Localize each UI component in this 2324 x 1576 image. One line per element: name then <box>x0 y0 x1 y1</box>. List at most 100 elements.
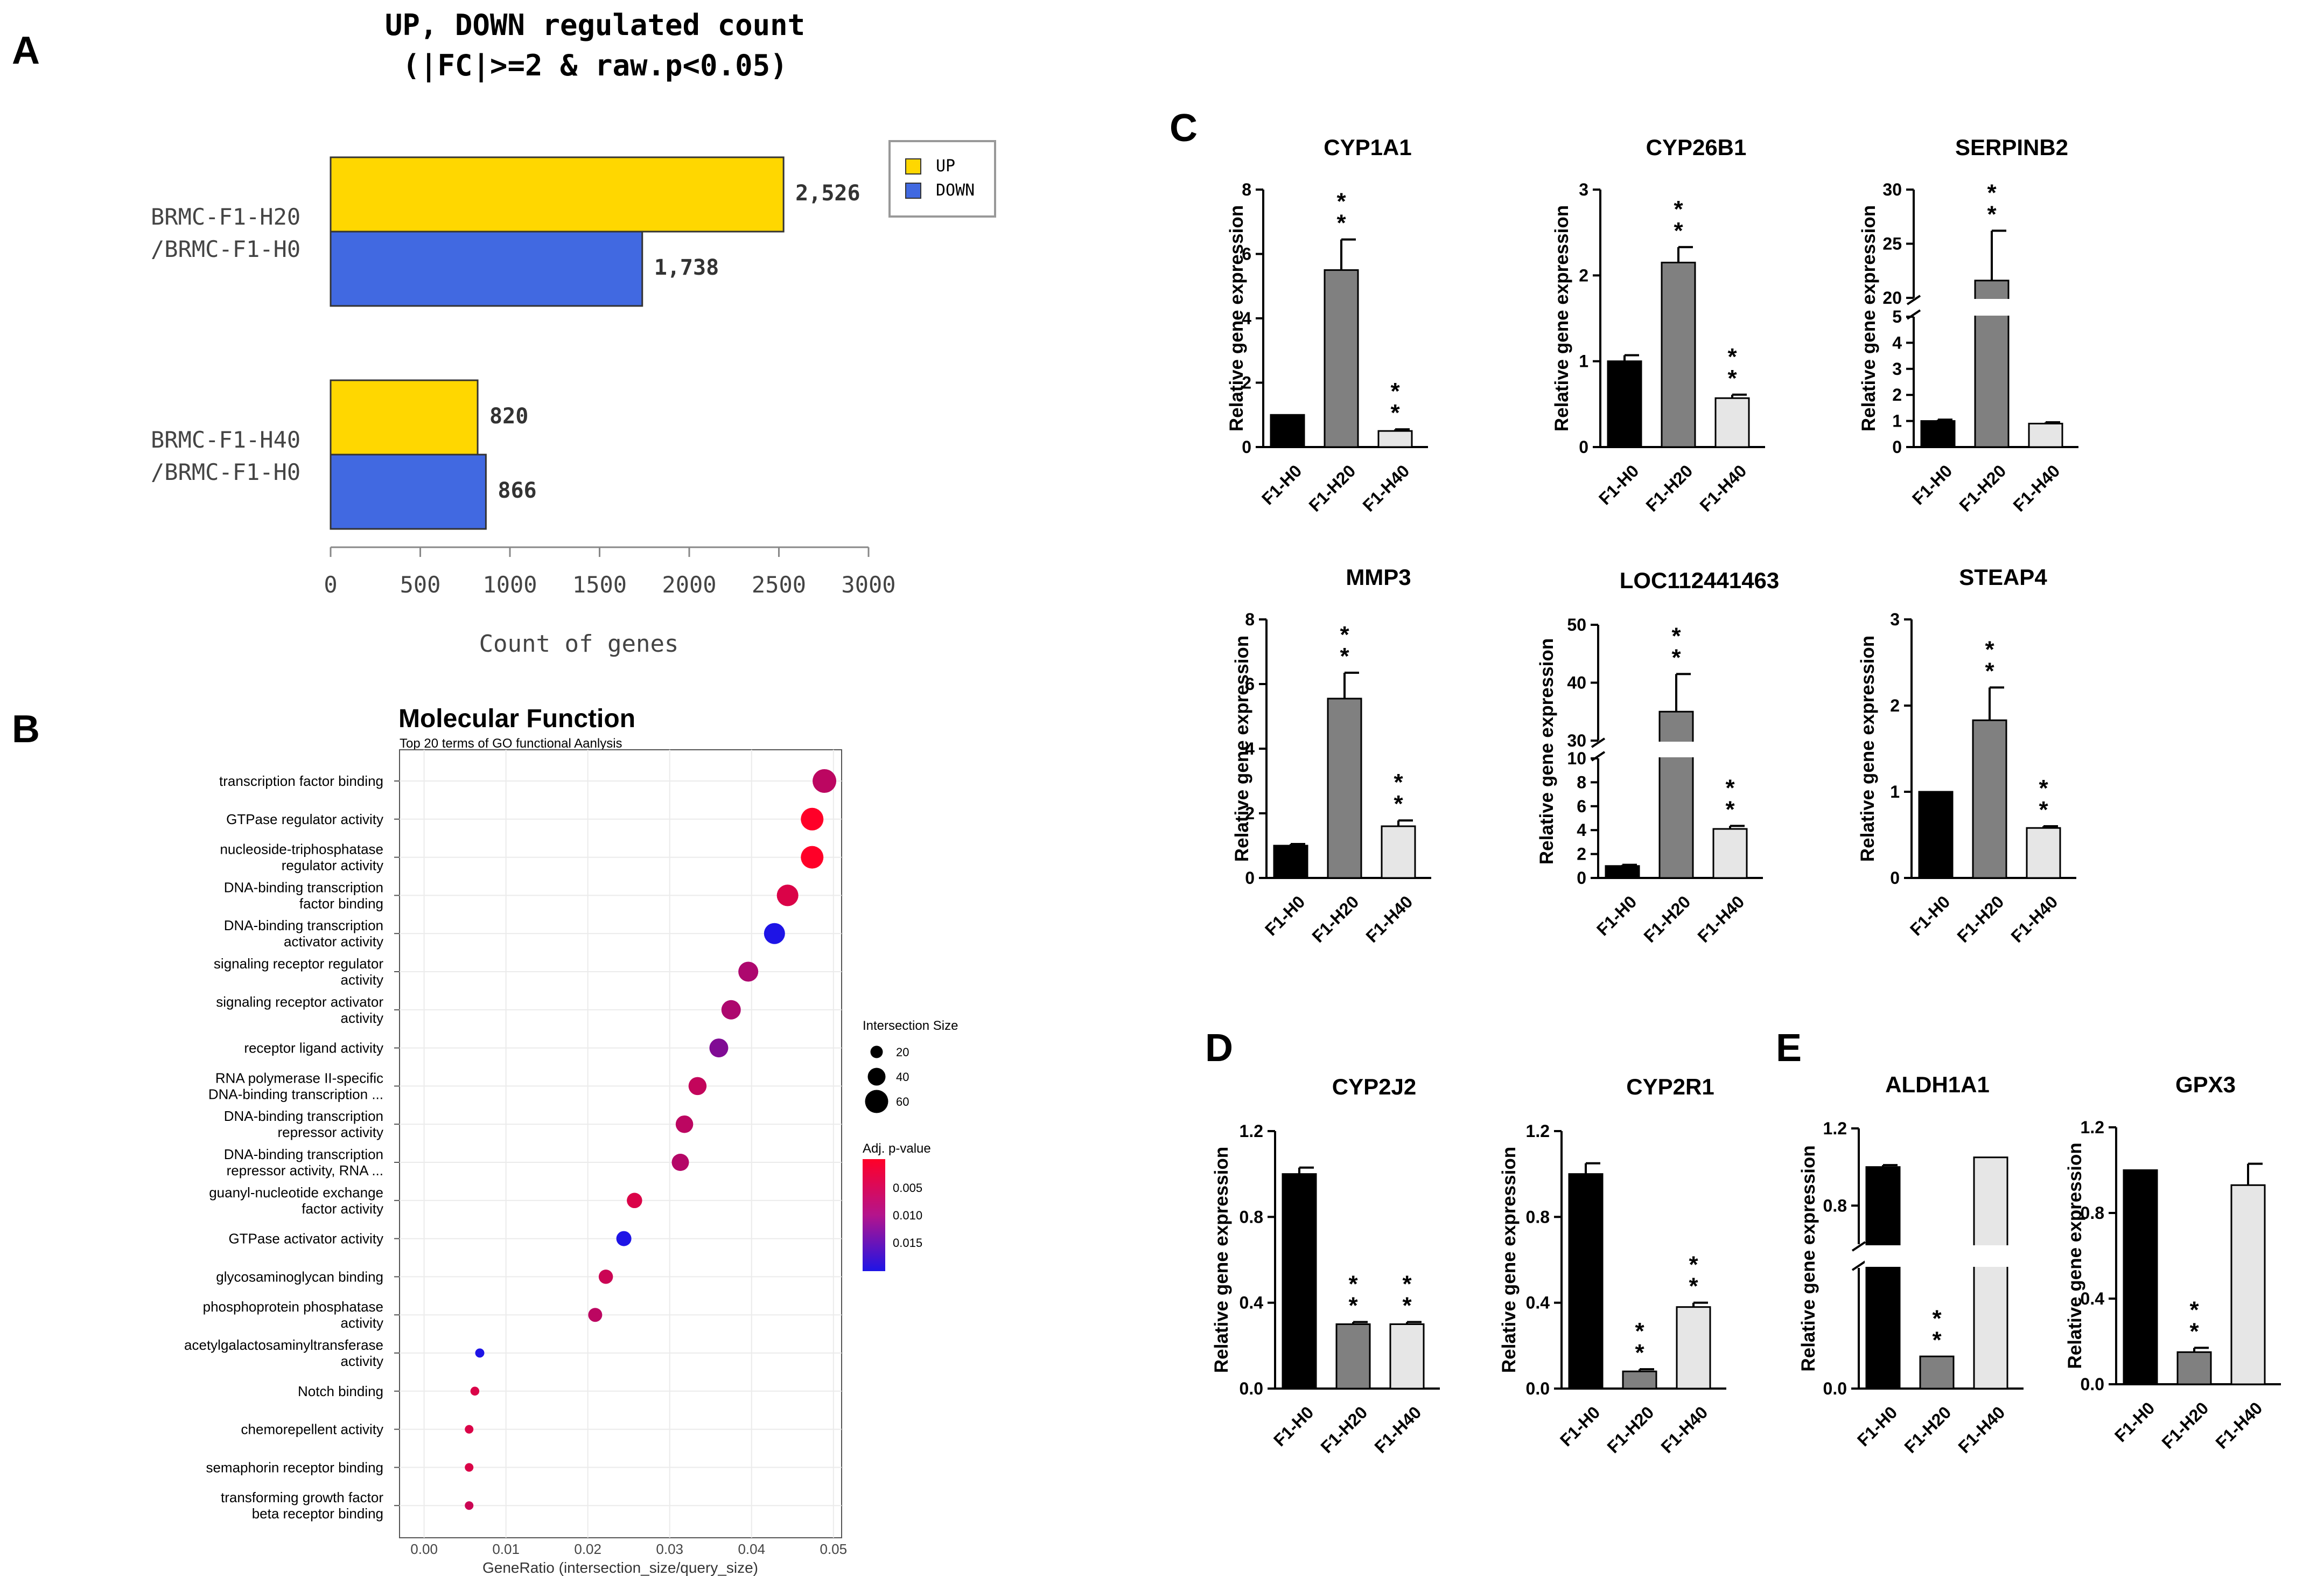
bar-F1-H0 <box>1607 360 1642 448</box>
x-tick-label: 1500 <box>572 571 627 598</box>
chart-title: CYP2J2 <box>1332 1074 1416 1099</box>
y-tick-label: 2 <box>1579 266 1588 285</box>
chart-b: Molecular Function Top 20 terms of GO fun… <box>184 705 958 1576</box>
term-label: DNA-binding transcription <box>224 879 383 895</box>
term-label: DNA-binding transcription <box>224 1146 383 1162</box>
x-tick-label: F1-H20 <box>1317 1403 1371 1457</box>
significance-mark: * <box>1635 1340 1644 1366</box>
group-label-line2-1: /BRMC-F1-H0 <box>151 459 300 485</box>
x-tick-label: F1-H20 <box>1642 461 1696 515</box>
bar-F1-H0 <box>1918 791 1954 879</box>
significance-mark: * <box>1340 622 1349 648</box>
chart-title: GPX3 <box>2175 1072 2236 1097</box>
y-axis-title: Relative gene expression <box>1798 1145 1819 1371</box>
x-tick-label: F1-H0 <box>1261 892 1308 939</box>
term-label: glycosaminoglycan binding <box>216 1268 383 1285</box>
size-legend-dot <box>867 1068 886 1086</box>
term-label: activity <box>341 1010 383 1026</box>
significance-mark: * <box>1348 1293 1358 1319</box>
x-tick-label: F1-H0 <box>1853 1403 1901 1450</box>
significance-mark: * <box>1725 796 1735 822</box>
size-legend-dot <box>865 1090 888 1113</box>
term-label: GTPase activator activity <box>228 1231 383 1247</box>
term-label: transcription factor binding <box>219 773 383 789</box>
y-tick-label: 1.2 <box>1526 1121 1550 1141</box>
y-tick-label: 1 <box>1890 782 1900 801</box>
y-tick-label: 40 <box>1567 673 1586 693</box>
y-tick-label: 30 <box>1567 731 1586 750</box>
bar-up-0 <box>330 156 785 233</box>
significance-mark: * <box>1727 344 1737 370</box>
chart-D1: CYP2J2 Relative gene expression 0.0 0.4 0.8 1… <box>1211 1074 1440 1457</box>
x-tick-label: F1-H40 <box>2009 461 2063 515</box>
term-label: beta receptor binding <box>252 1505 383 1522</box>
y-tick-label: 0.8 <box>1823 1196 1847 1215</box>
size-legend-label: 20 <box>896 1045 909 1059</box>
significance-mark: * <box>1932 1305 1942 1331</box>
bar-F1-H40 <box>2026 827 2061 879</box>
chart-D2: CYP2R1 Relative gene expression 0.0 0.4 0.8 1… <box>1499 1074 1726 1457</box>
y-tick-label: 8 <box>1245 610 1255 629</box>
y-tick-label: 6 <box>1245 674 1255 694</box>
term-label: nucleoside-triphosphatase <box>220 841 383 857</box>
significance-mark: * <box>1932 1327 1942 1353</box>
bar-F1-H0 <box>1568 1173 1604 1390</box>
bar-F1-H20 <box>1335 1323 1371 1390</box>
term-label: signaling receptor activator <box>216 994 383 1010</box>
y-tick-label: 6 <box>1577 797 1586 816</box>
panel-label-B: B <box>12 708 40 751</box>
x-tick-label: F1-H20 <box>1308 892 1362 946</box>
bar-F1-H0 <box>1282 1173 1317 1390</box>
x-tick-label: F1-H0 <box>1595 461 1642 508</box>
term-label: receptor ligand activity <box>244 1040 383 1056</box>
legend-box <box>888 140 996 218</box>
go-term-dot <box>776 884 799 906</box>
x-tick-label: 2000 <box>662 571 716 598</box>
y-tick-label: 1 <box>1892 412 1902 431</box>
chart-a: UP, DOWN regulated count (|FC|>=2 & raw.p… <box>151 8 996 658</box>
y-tick-label: 0.8 <box>1526 1207 1550 1226</box>
term-label: activity <box>341 1315 383 1331</box>
x-axis-title: Count of genes <box>479 630 679 658</box>
size-legend-dot <box>870 1045 883 1058</box>
chart-a-subtitle: (|FC|>=2 & raw.p<0.05) <box>402 48 787 82</box>
x-tick-label: F1-H20 <box>1900 1403 1955 1457</box>
chart-a-title: UP, DOWN regulated count <box>385 8 805 42</box>
term-label: signaling receptor regulator <box>214 956 383 972</box>
significance-mark: * <box>1394 791 1403 817</box>
significance-mark: * <box>1390 400 1400 426</box>
significance-mark: * <box>2189 1318 2199 1344</box>
panel-label-A: A <box>12 29 40 72</box>
significance-mark: * <box>1348 1271 1358 1298</box>
term-label: repressor activity <box>278 1124 384 1140</box>
chart-title: STEAP4 <box>1959 564 2047 590</box>
x-tick-label: F1-H40 <box>2211 1398 2266 1453</box>
significance-mark: * <box>1671 623 1681 649</box>
term-label: DNA-binding transcription <box>224 1108 383 1124</box>
significance-mark: * <box>1985 636 1994 663</box>
y-tick-label: 3 <box>1892 359 1902 379</box>
x-tick-label: 0.03 <box>656 1541 683 1557</box>
x-tick-label: F1-H0 <box>1258 461 1305 508</box>
y-tick-label: 0.0 <box>1526 1379 1550 1398</box>
x-tick-label: F1-H0 <box>1270 1403 1317 1450</box>
panel-label-C: C <box>1170 107 1198 150</box>
y-tick-label: 1 <box>1579 352 1588 371</box>
go-term-dot <box>764 923 785 944</box>
x-tick-label: F1-H40 <box>1693 892 1748 946</box>
bar-F1-H20 <box>1919 1355 1955 1390</box>
term-label: chemorepellent activity <box>241 1421 383 1438</box>
significance-mark: * <box>1390 378 1400 405</box>
y-tick-label: 2 <box>1892 385 1902 405</box>
significance-mark: * <box>1987 179 1997 206</box>
chart-b-subtitle: Top 20 terms of GO functional Aanlysis <box>400 736 622 751</box>
term-label: DNA-binding transcription ... <box>208 1086 383 1102</box>
x-tick-label: F1-H40 <box>1954 1403 2008 1457</box>
y-axis-title: Relative gene expression <box>1226 205 1247 431</box>
bar-F1-H40 <box>2230 1184 2266 1385</box>
term-label: regulator activity <box>282 857 383 874</box>
y-tick-label: 0.8 <box>1240 1207 1263 1226</box>
